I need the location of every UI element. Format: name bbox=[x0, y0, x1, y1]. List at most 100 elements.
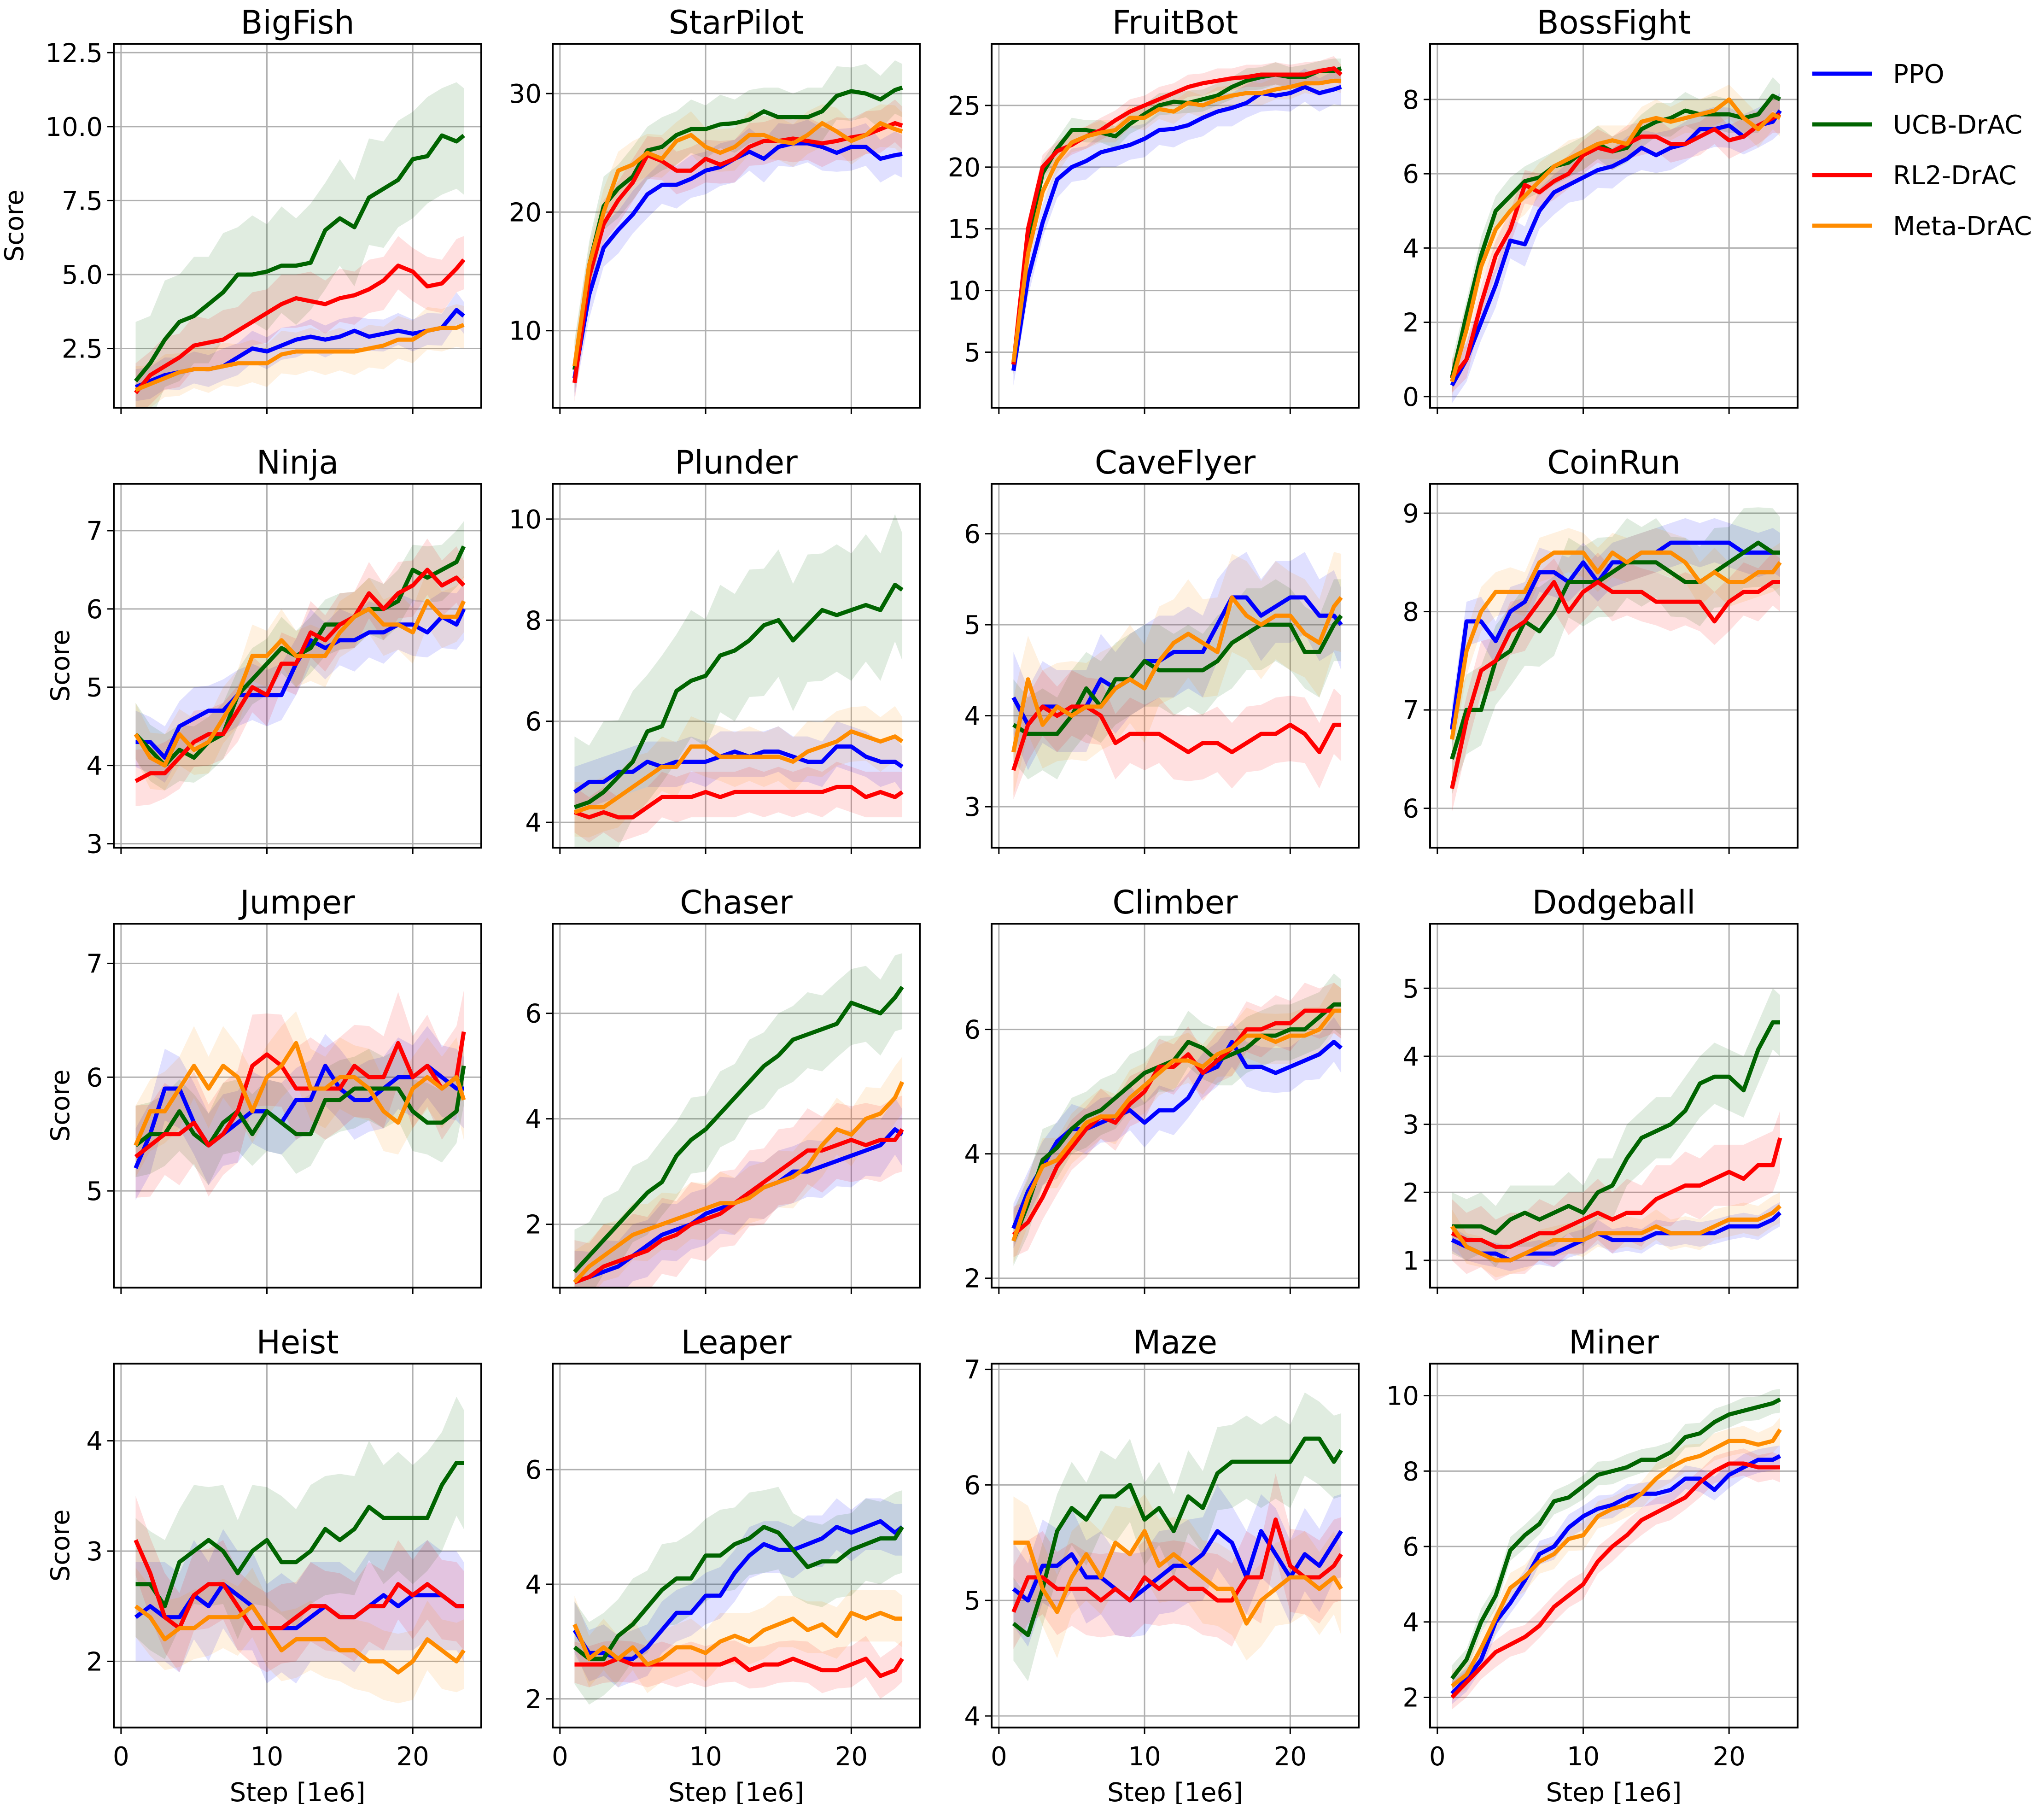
subplot-starpilot: 10 20 30 StarPilot bbox=[509, 4, 921, 414]
axes-frame bbox=[991, 43, 1360, 409]
y-tick-label: 1 bbox=[1402, 1246, 1419, 1276]
y-tick-label: 3 bbox=[86, 1537, 103, 1567]
line-meta-drac bbox=[134, 1041, 466, 1147]
line-ppo bbox=[1450, 540, 1780, 730]
axes-frame bbox=[1429, 923, 1799, 1289]
x-tick-label: 10 bbox=[1567, 1742, 1600, 1772]
y-tick-label: 10 bbox=[1386, 1382, 1419, 1412]
band-meta-drac bbox=[135, 569, 464, 791]
x-tick-label: 20 bbox=[835, 1742, 868, 1772]
y-tick-label: 6 bbox=[964, 1470, 981, 1500]
line-ucb-drac bbox=[1012, 614, 1343, 736]
line-meta-drac bbox=[1011, 78, 1342, 363]
band-ucb-drac bbox=[574, 953, 903, 1288]
line-ppo bbox=[1450, 1454, 1781, 1695]
y-tick-label: 12.5 bbox=[45, 38, 103, 68]
y-tick-label: 8 bbox=[1402, 85, 1419, 115]
line-meta-drac bbox=[1450, 550, 1782, 740]
y-tick-label: 7 bbox=[964, 1355, 981, 1385]
band-meta-drac bbox=[1452, 1417, 1780, 1699]
x-tick-label: 10 bbox=[689, 1742, 722, 1772]
band-rl2-drac bbox=[135, 990, 464, 1198]
y-tick-label: 3 bbox=[86, 830, 103, 860]
y-tick-label: 8 bbox=[1402, 1457, 1419, 1487]
line-ucb-drac bbox=[573, 985, 904, 1273]
line-ppo bbox=[572, 1519, 904, 1661]
y-tick-label: 4 bbox=[1402, 234, 1419, 264]
y-tick-label: 2 bbox=[1402, 1683, 1419, 1713]
line-meta-drac bbox=[1450, 1428, 1782, 1688]
y-tick-label: 2 bbox=[964, 1264, 981, 1294]
x-tick-label: 0 bbox=[552, 1742, 568, 1772]
subplot-title: Maze bbox=[1133, 1324, 1217, 1361]
y-tick-label: 6 bbox=[964, 520, 981, 550]
line-ucb-drac bbox=[134, 1065, 466, 1148]
legend: PPO UCB-DrAC RL2-DrAC Meta-DrAC bbox=[1812, 59, 2032, 241]
line-ucb-drac bbox=[1450, 540, 1780, 760]
subplot-title: BigFish bbox=[240, 4, 354, 41]
line-meta-drac bbox=[573, 1081, 905, 1284]
axes-frame bbox=[1429, 1363, 1799, 1728]
y-tick-label: 6 bbox=[525, 999, 542, 1029]
y-tick-label: 9 bbox=[1402, 499, 1419, 529]
y-tick-label: 5 bbox=[1402, 974, 1419, 1004]
band-ucb-drac bbox=[1013, 579, 1342, 779]
subplot-chaser: 2 4 6 Chaser bbox=[525, 884, 921, 1294]
line-meta-drac bbox=[573, 729, 904, 814]
subplot-title: Jumper bbox=[238, 884, 355, 921]
y-tick-label: 5 bbox=[86, 1177, 103, 1207]
subplot-ninja: 3 4 5 6 7 Ninja Score bbox=[46, 444, 482, 860]
y-tick-label: 8 bbox=[525, 606, 542, 636]
band-ppo bbox=[135, 1026, 464, 1200]
x-tick-label: 0 bbox=[991, 1742, 1007, 1772]
y-axis-label: Score bbox=[46, 1510, 76, 1582]
y-tick-label: 4 bbox=[964, 1702, 981, 1732]
y-tick-label: 5.0 bbox=[62, 260, 103, 290]
line-ucb-drac bbox=[1452, 1020, 1780, 1236]
band-meta-drac bbox=[1013, 1494, 1342, 1661]
band-ppo bbox=[135, 1529, 464, 1684]
subplot-coinrun: 6 7 8 9 CoinRun bbox=[1402, 444, 1799, 854]
axes-frame bbox=[552, 43, 921, 409]
band-rl2-drac bbox=[135, 236, 464, 408]
line-rl2-drac bbox=[1450, 1461, 1780, 1699]
x-tick-label: 0 bbox=[113, 1742, 129, 1772]
axes-frame bbox=[552, 483, 921, 849]
subplot-maze: 4 5 6 7 0 10 20 Maze Step [1e6] bbox=[964, 1324, 1360, 1804]
band-ppo bbox=[574, 721, 903, 813]
subplot-title: Miner bbox=[1569, 1324, 1659, 1361]
band-ucb-drac bbox=[135, 1034, 464, 1185]
subplot-title: Ninja bbox=[257, 444, 339, 481]
band-meta-drac bbox=[135, 304, 464, 408]
axes-frame bbox=[113, 483, 482, 849]
y-tick-label: 7 bbox=[86, 949, 103, 979]
y-tick-label: 15 bbox=[948, 215, 981, 245]
y-tick-label: 4 bbox=[525, 1570, 542, 1600]
band-rl2-drac bbox=[1452, 99, 1780, 393]
subplot-title: CaveFlyer bbox=[1095, 444, 1256, 481]
y-tick-label: 4 bbox=[1402, 1042, 1419, 1072]
axes-frame bbox=[1429, 43, 1799, 409]
y-tick-label: 25 bbox=[948, 91, 981, 121]
subplot-title: Leaper bbox=[681, 1324, 791, 1361]
band-rl2-drac bbox=[1013, 983, 1342, 1257]
subplot-miner: 2 4 6 8 10 0 10 20 Miner Step [1e6] bbox=[1386, 1324, 1799, 1804]
line-meta-drac bbox=[1450, 1204, 1782, 1263]
x-tick-label: 10 bbox=[1128, 1742, 1161, 1772]
x-tick-label: 10 bbox=[251, 1742, 283, 1772]
axes-frame bbox=[552, 923, 921, 1289]
line-rl2-drac bbox=[1450, 112, 1781, 380]
band-ppo bbox=[1452, 93, 1780, 404]
line-meta-drac bbox=[134, 599, 466, 768]
band-rl2-drac bbox=[1452, 1111, 1780, 1281]
band-meta-drac bbox=[1013, 983, 1342, 1264]
line-meta-drac bbox=[1013, 1529, 1343, 1626]
line-rl2-drac bbox=[574, 1657, 904, 1678]
axes-frame bbox=[113, 43, 482, 409]
subplot-title: CoinRun bbox=[1547, 444, 1681, 481]
band-meta-drac bbox=[1013, 68, 1342, 372]
legend-label: PPO bbox=[1893, 59, 1945, 89]
line-meta-drac bbox=[1011, 595, 1343, 753]
line-ucb-drac bbox=[1450, 1397, 1781, 1680]
